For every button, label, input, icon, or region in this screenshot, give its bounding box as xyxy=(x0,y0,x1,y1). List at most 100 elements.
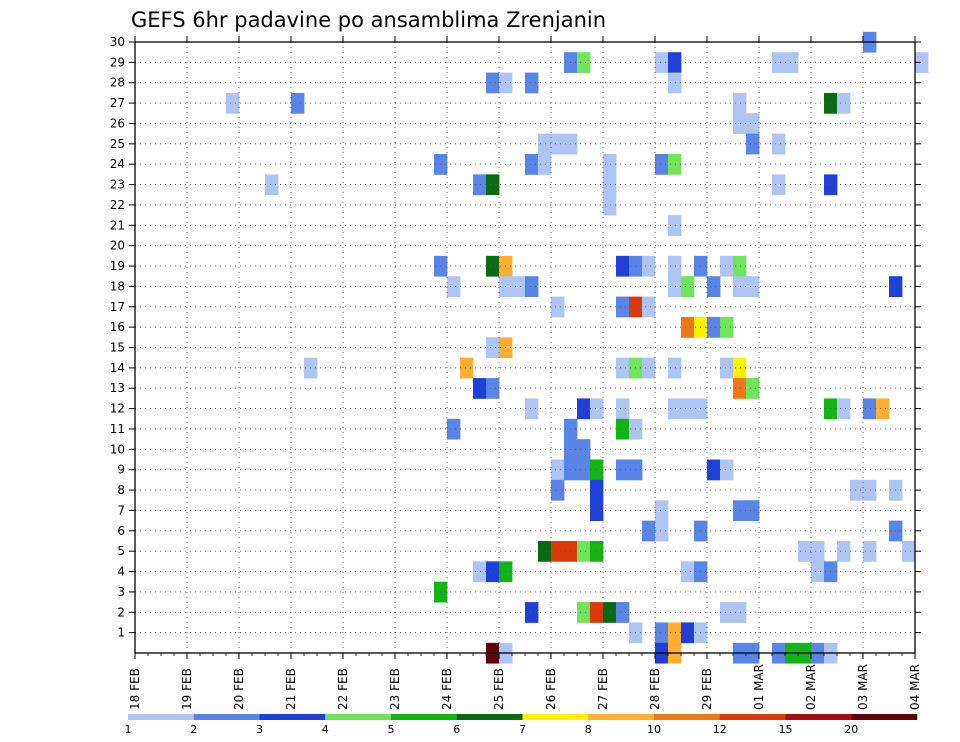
x-tick-label: 21 FEB xyxy=(284,668,298,710)
heatmap-cells xyxy=(226,31,929,664)
colorbar-swatch xyxy=(588,714,655,720)
heatmap-cell xyxy=(655,622,669,644)
heatmap-cell xyxy=(577,439,591,460)
y-tick-label: 24 xyxy=(110,157,125,171)
y-tick-label: 23 xyxy=(110,178,125,192)
y-tick-label: 8 xyxy=(117,483,125,497)
heatmap-cell xyxy=(720,459,734,481)
heatmap-cell xyxy=(616,459,630,481)
colorbar-label: 15 xyxy=(779,723,793,736)
heatmap-cell xyxy=(291,92,305,114)
heatmap-cell xyxy=(668,276,682,297)
colorbar-label: 4 xyxy=(322,723,329,736)
heatmap-cell xyxy=(681,398,695,420)
y-tick-label: 14 xyxy=(110,361,125,375)
heatmap-cell xyxy=(616,602,630,623)
heatmap-cell xyxy=(642,357,656,379)
y-tick-label: 10 xyxy=(110,442,125,456)
x-tick-label: 29 FEB xyxy=(700,668,714,710)
plot-frame xyxy=(134,41,916,654)
heatmap-cell xyxy=(681,316,695,338)
colorbar-swatch xyxy=(851,714,918,720)
heatmap-cell xyxy=(837,540,851,562)
heatmap-cell xyxy=(525,276,539,297)
chart-title: GEFS 6hr padavine po ansamblima Zrenjani… xyxy=(131,8,606,32)
heatmap-cell xyxy=(733,378,747,399)
heatmap-cell xyxy=(486,174,500,196)
heatmap-cell xyxy=(590,398,604,420)
heatmap-cell xyxy=(668,72,682,94)
colorbar-label: 5 xyxy=(388,723,395,736)
heatmap-cell xyxy=(551,540,565,562)
colorbar-swatch xyxy=(391,714,458,720)
heatmap-cell xyxy=(551,133,565,155)
y-tick-label: 20 xyxy=(110,239,125,253)
heatmap-cell xyxy=(551,479,565,501)
heatmap-cell xyxy=(811,561,825,583)
heatmap-cell xyxy=(668,622,682,644)
heatmap-cell xyxy=(590,479,604,501)
x-tick-label: 26 FEB xyxy=(544,668,558,710)
y-tick-label: 4 xyxy=(117,565,125,579)
colorbar-swatch xyxy=(325,714,392,720)
heatmap-cell xyxy=(655,154,669,175)
colorbar-swatch xyxy=(522,714,589,720)
x-tick-label: 23 FEB xyxy=(388,668,402,710)
heatmap-cell xyxy=(733,602,747,623)
y-tick-label: 5 xyxy=(117,544,125,558)
heatmap-cell xyxy=(850,479,864,501)
heatmap-cell xyxy=(772,133,786,155)
x-tick-label: 27 FEB xyxy=(596,668,610,710)
x-tick-label: 22 FEB xyxy=(336,668,350,710)
y-tick-label: 28 xyxy=(110,76,125,90)
heatmap-cell xyxy=(863,540,877,562)
heatmap-cell xyxy=(733,113,747,135)
heatmap-cell xyxy=(863,398,877,420)
colorbar-label: 12 xyxy=(713,723,727,736)
heatmap-cell xyxy=(460,357,474,379)
heatmap-cell xyxy=(538,540,552,562)
x-tick-label: 02 MAR xyxy=(804,664,818,710)
colorbar-legend: 1 2 3 4 5 6 7 8 10 12 15 20 xyxy=(125,714,918,736)
x-tick-label: 28 FEB xyxy=(648,668,662,710)
y-tick-label: 3 xyxy=(117,585,125,599)
y-tick-label: 13 xyxy=(110,381,125,395)
y-tick-label: 27 xyxy=(110,96,125,110)
heatmap-cell xyxy=(590,540,604,562)
y-tick-label: 16 xyxy=(110,320,125,334)
heatmap-cell xyxy=(486,72,500,94)
colorbar-label: 1 xyxy=(125,723,132,736)
heatmap-cell xyxy=(746,133,760,155)
heatmap-cell xyxy=(551,296,565,318)
heatmap-cell xyxy=(655,52,669,73)
heatmap-cell xyxy=(590,459,604,481)
y-axis: 1234567891011121314151617181920212223242… xyxy=(110,35,921,640)
heatmap-cell xyxy=(798,540,812,562)
x-tick-label: 25 FEB xyxy=(492,668,506,710)
colorbar-swatch xyxy=(719,714,786,720)
heatmap-cell xyxy=(785,52,799,73)
heatmap-cell xyxy=(681,561,695,583)
heatmap-cell xyxy=(577,540,591,562)
heatmap-cell xyxy=(525,398,539,420)
heatmap-cell xyxy=(772,174,786,196)
heatmap-cell xyxy=(915,52,929,73)
heatmap-cell xyxy=(668,215,682,236)
heatmap-cell xyxy=(486,255,500,277)
heatmap-cell xyxy=(590,602,604,623)
heatmap-cell xyxy=(447,418,461,440)
heatmap-cell xyxy=(642,520,656,542)
colorbar-label: 3 xyxy=(256,723,263,736)
y-tick-label: 17 xyxy=(110,300,125,314)
heatmap-cell xyxy=(616,398,630,420)
x-tick-label: 01 MAR xyxy=(752,664,766,710)
heatmap-cell xyxy=(733,276,747,297)
heatmap-cell xyxy=(837,398,851,420)
heatmap-cell xyxy=(720,602,734,623)
colorbar-swatch xyxy=(193,714,260,720)
heatmap-cell xyxy=(603,174,617,196)
x-tick-label: 19 FEB xyxy=(180,668,194,710)
y-tick-label: 2 xyxy=(117,605,125,619)
heatmap-cell xyxy=(473,561,487,583)
